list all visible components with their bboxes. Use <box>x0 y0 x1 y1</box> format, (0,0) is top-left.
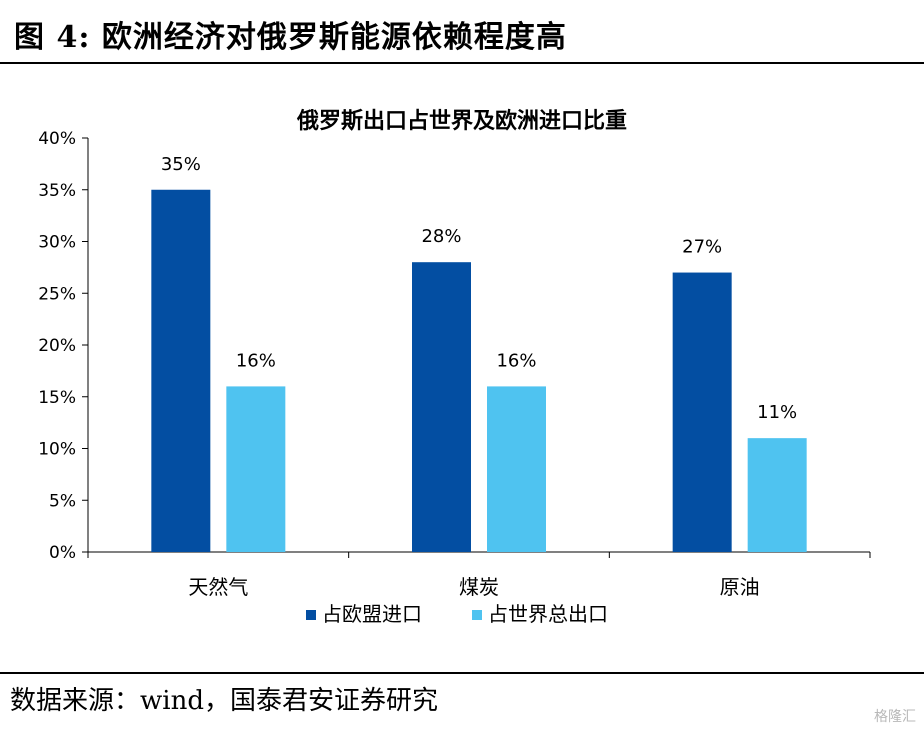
y-tick-label: 10% <box>38 440 76 460</box>
legend-swatch-eu-import <box>306 610 316 620</box>
y-tick-label: 40% <box>38 129 76 149</box>
y-tick-label: 20% <box>38 336 76 356</box>
category-labels: 天然气 煤炭 原油 <box>188 575 759 599</box>
data-label: 16% <box>496 350 536 371</box>
bar-eu-import <box>412 262 471 552</box>
source-note: 数据来源：wind，国泰君安证券研究 <box>10 686 438 716</box>
legend-label-world-export: 占世界总出口 <box>488 602 608 626</box>
y-tick-label: 15% <box>38 388 76 408</box>
bar-eu-import <box>672 272 732 552</box>
y-tick-label: 35% <box>38 181 76 201</box>
figure-title: 图 4: 欧洲经济对俄罗斯能源依赖程度高 <box>14 20 567 55</box>
data-label: 11% <box>757 402 797 423</box>
legend-swatch-world-export <box>472 610 482 620</box>
y-tick-label: 5% <box>49 491 76 511</box>
chart-title: 俄罗斯出口占世界及欧洲进口比重 <box>296 108 627 134</box>
x-ticks <box>87 552 871 558</box>
y-tick-label: 25% <box>38 284 76 304</box>
data-label: 28% <box>421 226 461 247</box>
bar-world-export <box>226 386 286 552</box>
data-label: 35% <box>161 154 201 175</box>
watermark-logo: 格隆汇 <box>874 709 916 725</box>
category-label: 煤炭 <box>459 575 499 599</box>
data-label: 16% <box>236 350 276 371</box>
bottom-rule <box>0 672 924 674</box>
bar-world-export <box>747 438 807 552</box>
bar-chart: 俄罗斯出口占世界及欧洲进口比重 0% 5% 10% 15% 20% 25% 30% 35% 40… <box>38 108 871 626</box>
bars <box>151 189 807 552</box>
y-ticks: 0% 5% 10% 15% 20% 25% 30% 35% 40% <box>38 129 88 563</box>
data-label: 27% <box>682 237 722 258</box>
category-label: 原油 <box>720 575 760 599</box>
top-rule <box>0 62 924 64</box>
legend-label-eu-import: 占欧盟进口 <box>322 602 422 626</box>
data-labels: 35% 16% 28% 16% 27% 11% <box>161 154 797 423</box>
bar-eu-import <box>151 189 211 552</box>
category-label: 天然气 <box>188 575 248 599</box>
y-tick-label: 0% <box>49 543 76 563</box>
bar-world-export <box>487 386 546 552</box>
y-tick-label: 30% <box>38 233 76 253</box>
legend: 占欧盟进口 占世界总出口 <box>306 602 608 626</box>
